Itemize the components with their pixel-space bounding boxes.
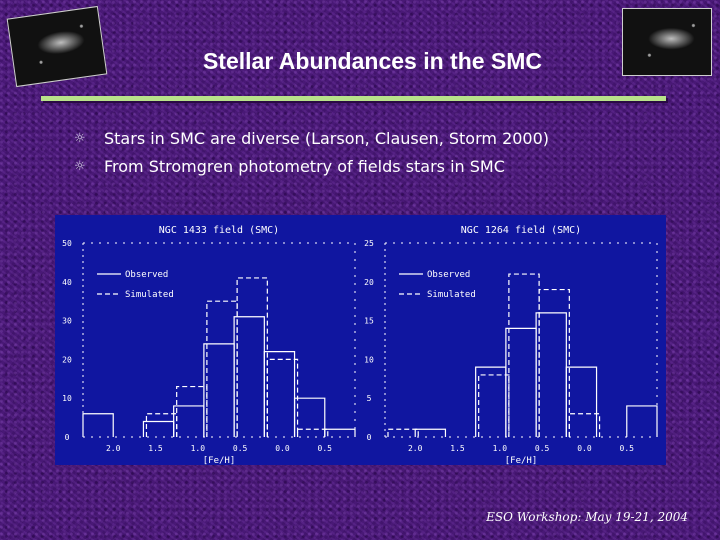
title-underline <box>41 96 666 101</box>
histogram-chart-ngc1264: NGC 1264 field (SMC) 0 5 10 15 20 25 2.0 1.5 1.0 0… <box>364 225 658 465</box>
histogram-bar <box>538 288 570 437</box>
sun-bullet-icon: ☼ <box>74 158 86 174</box>
histogram-bar <box>145 413 178 437</box>
x-tick-label: 0.0 <box>577 444 592 453</box>
x-tick-label: 0.5 <box>233 444 248 453</box>
histogram-bar <box>478 374 510 437</box>
smc-galaxy-image-right <box>622 8 712 76</box>
footer-text: ESO Workshop: May 19-21, 2004 <box>486 510 688 524</box>
histogram-bar <box>565 366 598 437</box>
legend-label: Simulated <box>125 290 174 300</box>
histogram-bar <box>387 428 419 437</box>
histogram-bar <box>626 405 658 437</box>
histogram-bar <box>535 312 567 437</box>
sun-bullet-icon: ☼ <box>74 130 86 146</box>
histogram-bar <box>236 277 268 437</box>
histogram-panel-left: NGC 1433 field (SMC) 0 10 20 30 40 50 2.0 1.5 1.0… <box>55 215 364 465</box>
x-tick-label: 2.0 <box>106 444 121 453</box>
x-tick-label: 1.5 <box>450 444 465 453</box>
x-tick-label: 0.0 <box>275 444 290 453</box>
y-tick-label: 15 <box>364 317 374 326</box>
histogram-bar <box>508 273 540 437</box>
y-tick-label: 50 <box>62 239 72 248</box>
y-tick-label: 5 <box>367 394 372 403</box>
histogram-bar <box>203 343 235 437</box>
y-tick-label: 20 <box>62 355 72 364</box>
y-tick-label: 40 <box>62 278 72 287</box>
bullet-item: ☼ From Stromgren photometry of fields st… <box>74 152 549 180</box>
x-axis-label: [Fe/H] <box>203 456 236 465</box>
histogram-bar <box>173 405 205 437</box>
histogram-bar <box>206 300 238 437</box>
x-tick-label: 1.0 <box>493 444 508 453</box>
histogram-bar <box>505 327 537 437</box>
slide-title: Stellar Abundances in the SMC <box>202 48 543 74</box>
bullet-list: ☼ Stars in SMC are diverse (Larson, Clau… <box>74 124 549 180</box>
y-tick-label: 25 <box>364 239 374 248</box>
x-tick-label: 0.5 <box>620 444 635 453</box>
chart-title: NGC 1433 field (SMC) <box>159 225 279 236</box>
y-tick-label: 30 <box>62 317 72 326</box>
bullet-text: Stars in SMC are diverse (Larson, Clause… <box>104 128 550 148</box>
chart-title: NGC 1264 field (SMC) <box>461 225 581 236</box>
histogram-bar <box>568 413 601 437</box>
histogram-bar <box>263 351 296 437</box>
histogram-bar <box>293 397 326 437</box>
histogram-panel-right: NGC 1264 field (SMC) 0 5 10 15 20 25 2.0 1.5 1.0 0… <box>357 215 666 465</box>
x-tick-label: 1.0 <box>191 444 206 453</box>
histogram-bar <box>414 428 447 437</box>
y-tick-label: 10 <box>364 355 374 364</box>
histogram-bar <box>82 413 114 437</box>
histogram-bar <box>142 420 175 437</box>
legend-label: Observed <box>427 270 470 280</box>
histogram-bar <box>176 385 208 437</box>
x-tick-label: 2.0 <box>408 444 423 453</box>
histogram-bar <box>233 316 265 437</box>
y-tick-label: 0 <box>65 433 70 442</box>
histogram-bar <box>475 366 507 437</box>
bullet-text: From Stromgren photometry of fields star… <box>104 156 505 176</box>
x-tick-label: 1.5 <box>148 444 163 453</box>
x-tick-label: 0.5 <box>318 444 333 453</box>
x-tick-label: 0.5 <box>535 444 550 453</box>
histogram-chart-ngc1433: NGC 1433 field (SMC) 0 10 20 30 40 50 2.0 1.5 1.0… <box>62 225 356 465</box>
legend-label: Observed <box>125 270 168 280</box>
bullet-item: ☼ Stars in SMC are diverse (Larson, Clau… <box>74 124 549 152</box>
histogram-bar <box>324 428 356 437</box>
y-tick-label: 10 <box>62 394 72 403</box>
x-axis-label: [Fe/H] <box>505 456 538 465</box>
y-tick-label: 0 <box>367 433 372 442</box>
histogram-bar <box>266 358 299 437</box>
legend-label: Simulated <box>427 290 476 300</box>
histogram-bar <box>296 428 329 437</box>
y-tick-label: 20 <box>364 278 374 287</box>
